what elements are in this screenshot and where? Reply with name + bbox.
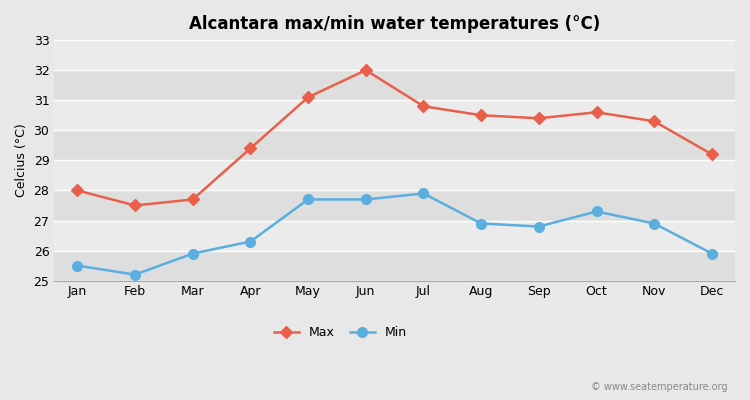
Min (362, 197, 370, 202)
Min (419, 191, 428, 196)
Min (73, 263, 82, 268)
Line: Min: Min (73, 188, 717, 280)
Y-axis label: Celcius (°C): Celcius (°C) (15, 124, 28, 197)
Max (592, 110, 601, 115)
Min (246, 239, 255, 244)
Max (246, 146, 255, 151)
Bar (54, 130, 735, 160)
Max (362, 68, 370, 72)
Min (707, 251, 716, 256)
Min (650, 221, 658, 226)
Max (130, 203, 140, 208)
Bar (54, 100, 735, 130)
Bar (54, 250, 735, 281)
Min (304, 197, 313, 202)
Min (592, 209, 601, 214)
Bar (54, 160, 735, 190)
Max (188, 197, 197, 202)
Min (534, 224, 543, 229)
Max (650, 119, 658, 124)
Title: Alcantara max/min water temperatures (°C): Alcantara max/min water temperatures (°C… (189, 15, 600, 33)
Bar (54, 70, 735, 100)
Legend: Max, Min: Max, Min (268, 320, 412, 344)
Bar (54, 190, 735, 220)
Max (419, 104, 428, 109)
Text: © www.seatemperature.org: © www.seatemperature.org (591, 382, 728, 392)
Min (188, 251, 197, 256)
Min (130, 272, 140, 277)
Max (73, 188, 82, 193)
Bar (54, 220, 735, 250)
Max (707, 152, 716, 157)
Max (304, 95, 313, 100)
Max (477, 113, 486, 118)
Min (477, 221, 486, 226)
Line: Max: Max (74, 66, 716, 210)
Bar (54, 40, 735, 70)
Max (534, 116, 543, 121)
